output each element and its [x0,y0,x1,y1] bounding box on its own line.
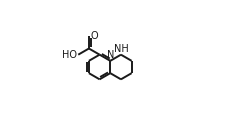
Text: NH: NH [114,44,128,54]
Text: N: N [106,50,113,60]
Text: O: O [90,31,98,41]
Text: HO: HO [62,50,77,60]
